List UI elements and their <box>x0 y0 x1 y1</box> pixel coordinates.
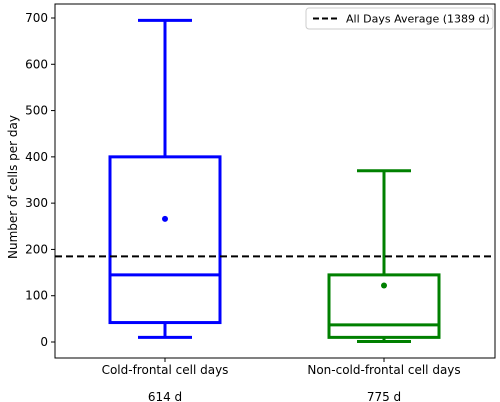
iqr-box <box>108 155 222 325</box>
x-tick-label: Cold-frontal cell days <box>102 363 229 377</box>
y-tick-label: 100 <box>25 289 48 303</box>
x-tick-label: Non-cold-frontal cell days <box>307 363 460 377</box>
legend-frame <box>305 7 494 30</box>
legend: All Days Average (1389 d) <box>305 7 494 30</box>
box-2 <box>327 169 441 344</box>
y-tick-label: 400 <box>25 150 48 164</box>
x-axis: Cold-frontal cell days 614 d Non-cold-fron… <box>102 358 461 402</box>
mean-marker <box>381 282 387 289</box>
legend-label: All Days Average (1389 d) <box>346 13 490 26</box>
iqr-box <box>327 273 441 339</box>
y-tick-label: 0 <box>40 335 48 349</box>
y-tick-label: 700 <box>25 11 48 25</box>
y-tick-label: 200 <box>25 242 48 256</box>
mean-marker <box>162 215 168 222</box>
plot-frame <box>54 3 496 359</box>
y-tick-label: 500 <box>25 104 48 118</box>
y-tick-label: 300 <box>25 196 48 210</box>
y-axis-label: Number of cells per day <box>6 115 20 259</box>
plot-area <box>54 3 496 359</box>
y-axis: 0 100 200 300 400 500 600 700 <box>25 11 55 349</box>
category-count-label: 775 d <box>367 390 401 402</box>
category-count-label: 614 d <box>148 390 182 402</box>
y-tick-label: 600 <box>25 57 48 71</box>
box-1 <box>108 18 222 339</box>
